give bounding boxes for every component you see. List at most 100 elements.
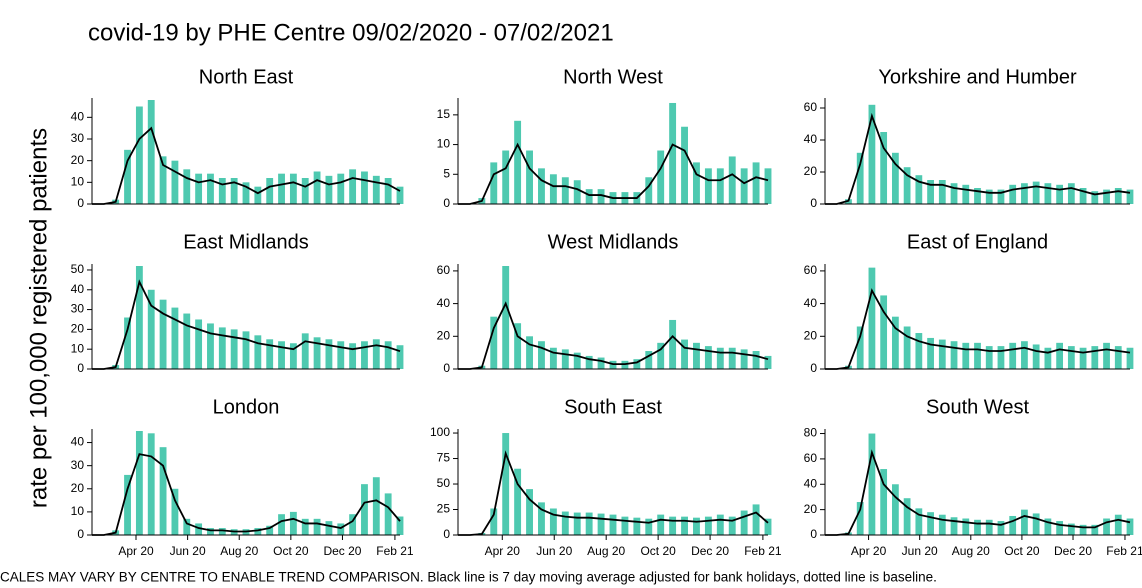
bar: [1079, 188, 1087, 204]
bar: [254, 186, 262, 204]
bar: [704, 168, 712, 204]
bar: [218, 178, 226, 204]
bar: [230, 178, 238, 204]
bar: [242, 331, 250, 369]
bar: [927, 337, 934, 369]
bar: [526, 150, 533, 204]
bar: [361, 341, 368, 369]
bar: [609, 514, 617, 535]
bar: [974, 188, 981, 204]
bar: [1044, 183, 1052, 204]
bar: [585, 355, 593, 369]
bar: [1044, 347, 1052, 369]
bar: [325, 339, 333, 369]
x-tick-label: Dec 20: [691, 544, 729, 558]
bar: [1021, 183, 1028, 204]
bar: [657, 342, 665, 369]
bar: [218, 528, 226, 535]
bar: [880, 469, 888, 535]
x-tick-label: Jun 20: [902, 544, 938, 558]
y-tick-label: 20: [804, 164, 818, 178]
bar: [135, 106, 143, 204]
bar: [891, 152, 899, 204]
y-tick-label: 0: [810, 196, 817, 210]
bar: [1032, 344, 1040, 369]
bar: [266, 525, 274, 535]
y-tick-label: 60: [804, 100, 818, 114]
y-tick-label: 40: [71, 110, 85, 124]
bar: [372, 175, 380, 204]
x-tick-label: Aug 20: [952, 544, 990, 558]
bar: [728, 516, 736, 535]
bar: [915, 333, 923, 369]
bar: [1091, 191, 1099, 204]
bar: [349, 343, 357, 369]
bar: [856, 326, 864, 369]
x-tick-label: Oct 20: [273, 544, 309, 558]
bar: [974, 342, 981, 369]
bar: [183, 313, 191, 369]
bar: [124, 474, 131, 535]
y-tick-label: 0: [443, 361, 450, 375]
bar: [538, 341, 545, 369]
bar: [997, 521, 1005, 535]
bar: [693, 342, 700, 369]
bar: [549, 347, 557, 369]
bar: [681, 126, 688, 204]
bar: [124, 149, 131, 204]
moving-average-line: [825, 449, 1131, 536]
bar: [218, 327, 226, 369]
bar: [266, 178, 274, 204]
bar: [337, 523, 345, 535]
bar: [1009, 515, 1017, 535]
bar: [740, 510, 748, 535]
bar: [985, 519, 993, 535]
bar: [372, 477, 380, 535]
bar: [490, 316, 498, 369]
panel-title: South West: [926, 396, 1029, 418]
bar: [384, 178, 392, 204]
panel-title: South East: [564, 396, 662, 418]
bar: [514, 120, 522, 204]
y-tick-label: 0: [77, 196, 84, 210]
bar: [171, 488, 179, 535]
bar: [1056, 184, 1064, 204]
moving-average-line: [92, 453, 401, 536]
bar: [681, 516, 688, 535]
bar: [681, 339, 688, 369]
bar: [289, 343, 297, 369]
bar: [561, 177, 569, 204]
bar: [538, 502, 545, 535]
bar: [549, 174, 557, 204]
bar: [171, 160, 179, 204]
bar: [985, 189, 993, 204]
bar: [903, 326, 911, 369]
y-tick-label: 60: [804, 451, 818, 465]
moving-average-line: [458, 450, 769, 536]
bar: [538, 168, 545, 204]
y-tick-label: 10: [71, 504, 85, 518]
bar: [396, 516, 404, 535]
x-tick-label: Oct 20: [1004, 544, 1040, 558]
bar: [1103, 342, 1110, 369]
bar: [974, 519, 981, 535]
bar: [195, 319, 203, 369]
bar: [645, 177, 653, 204]
x-tick-label: Dec 20: [323, 544, 361, 558]
bar: [962, 184, 970, 204]
bar: [880, 132, 888, 204]
moving-average-line: [825, 112, 1131, 205]
y-tick-label: 0: [443, 196, 450, 210]
y-tick-label: 0: [443, 527, 450, 541]
bar: [1021, 341, 1028, 369]
bar: [514, 323, 522, 369]
bar: [171, 307, 179, 369]
y-tick-label: 80: [804, 426, 818, 440]
bar: [266, 339, 274, 369]
bar: [927, 512, 934, 535]
bar: [903, 498, 911, 535]
bar: [1079, 347, 1087, 369]
bar: [1114, 188, 1122, 204]
bar: [764, 355, 772, 369]
bar: [1079, 524, 1087, 535]
